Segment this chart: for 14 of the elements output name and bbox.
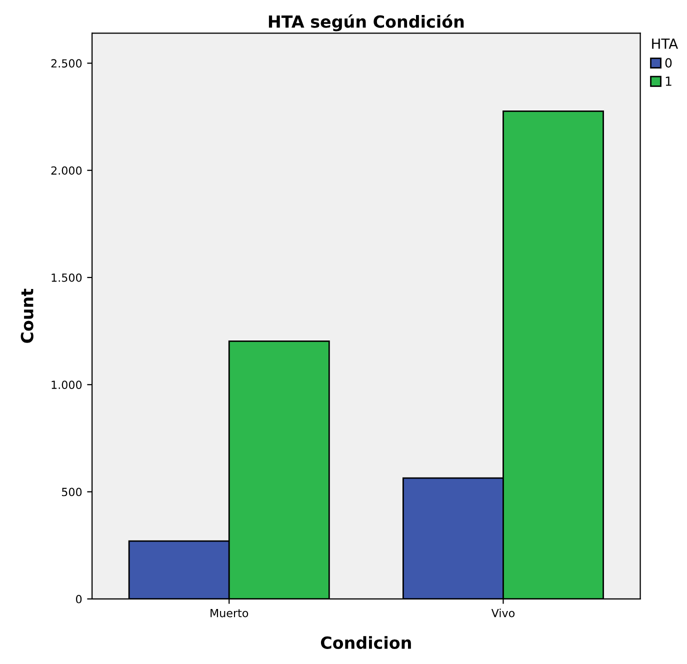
x-tick-label: Vivo [491, 608, 515, 618]
y-tick-label: 1.000 [52, 380, 82, 390]
legend-label: 1 [666, 76, 672, 86]
y-tick-label: 2.500 [51, 59, 82, 68]
y-tick-label: 500 [62, 488, 82, 496]
y-tick-label: 2.000 [51, 166, 82, 175]
y-axis-title: Count [20, 288, 34, 343]
legend-label: 0 [665, 58, 672, 68]
y-tick-label: 1.500 [52, 273, 82, 282]
x-axis-title: Condicion [320, 636, 411, 649]
y-tick-label: 0 [76, 594, 82, 604]
x-tick-label: Muerto [210, 608, 248, 618]
chart-title: HTA según Condición [268, 14, 464, 32]
legend-title: HTA [652, 38, 678, 49]
